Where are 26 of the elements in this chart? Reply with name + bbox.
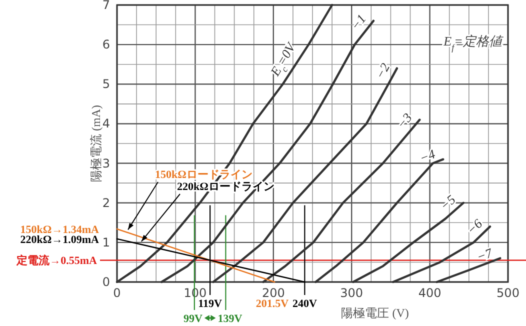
y-axis-title: 陽極電流 (mA): [89, 105, 103, 182]
y-tick-label: 4: [102, 116, 110, 131]
ref-line-label: 240V: [292, 298, 317, 310]
ref-line-label: 99V: [183, 313, 202, 325]
text: −1: [348, 11, 369, 33]
y-tick-label: 7: [102, 0, 110, 12]
x-tick-label: 500: [496, 286, 520, 300]
annotation: 201.5V: [256, 298, 289, 310]
y-tick-label: 2: [102, 196, 110, 210]
text: 220kΩ→1.09mA: [20, 234, 100, 246]
x-tick-label: 0: [113, 286, 121, 300]
text: −3: [394, 110, 416, 132]
y-tick-label: 0: [102, 275, 110, 289]
x-tick-label: 200: [262, 286, 285, 300]
ref-line-label: 139V: [218, 313, 242, 325]
y-tick-label: 1: [102, 235, 110, 250]
ref-line-label: 119V: [198, 298, 222, 310]
text: −2: [372, 60, 393, 82]
x-tick-label: 400: [418, 286, 442, 300]
y-tick-label: 3: [102, 156, 110, 170]
y-tick-label: 5: [102, 77, 110, 92]
x-axis-title: 陽極電圧 (V): [341, 306, 409, 320]
ref-line-label: 定電流→0.55mA: [16, 254, 98, 268]
text: 150kΩ→1.34mA: [20, 224, 100, 236]
x-tick-label: 300: [340, 286, 364, 300]
y-tick-label: 6: [102, 38, 110, 52]
